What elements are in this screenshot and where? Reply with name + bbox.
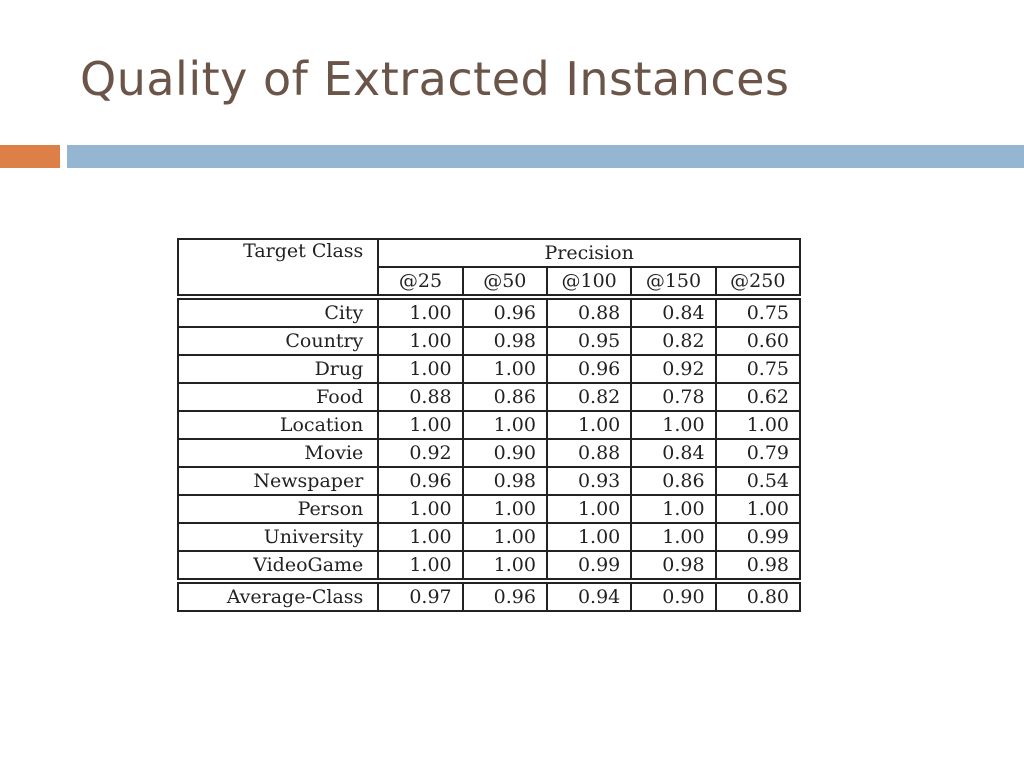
precision-cell: 0.75 — [714, 294, 802, 328]
precision-cell: 0.60 — [714, 326, 802, 356]
precision-cell: 1.00 — [630, 410, 717, 440]
precision-cell: 1.00 — [545, 522, 633, 552]
slide-title: Quality of Extracted Instances — [80, 52, 790, 106]
table-row: Location 1.00 1.00 1.00 1.00 1.00 — [176, 410, 802, 440]
accent-bar-blue — [67, 145, 1024, 168]
precision-cell: 0.95 — [545, 326, 633, 356]
precision-cell: 0.94 — [545, 578, 633, 612]
header-col: @25 — [377, 266, 464, 298]
accent-bar-orange — [0, 145, 60, 168]
precision-cell: 1.00 — [377, 550, 464, 582]
table-subheader-row: @25 @50 @100 @150 @250 — [178, 266, 802, 298]
precision-cell: 1.00 — [461, 354, 548, 384]
precision-cell: 0.78 — [630, 382, 717, 412]
precision-cell: 0.92 — [630, 354, 717, 384]
row-class-label: Person — [176, 494, 380, 524]
table-row-average: Average-Class 0.97 0.96 0.94 0.90 0.80 — [176, 578, 802, 612]
header-col: @100 — [545, 266, 633, 298]
precision-cell: 0.80 — [714, 578, 802, 612]
precision-cell: 1.00 — [545, 410, 633, 440]
precision-cell: 0.62 — [714, 382, 802, 412]
precision-cell: 1.00 — [630, 522, 717, 552]
precision-cell: 0.99 — [545, 550, 633, 582]
precision-cell: 0.79 — [714, 438, 802, 468]
precision-cell: 1.00 — [714, 494, 802, 524]
row-class-label: Country — [176, 326, 380, 356]
header-target-class: Target Class — [176, 238, 380, 298]
precision-cell: 0.96 — [545, 354, 633, 384]
precision-cell: 0.93 — [545, 466, 633, 496]
precision-cell: 0.82 — [630, 326, 717, 356]
precision-cell: 0.96 — [461, 578, 548, 612]
row-class-label: Average-Class — [176, 578, 380, 612]
row-class-label: Newspaper — [176, 466, 380, 496]
precision-cell: 0.88 — [545, 438, 633, 468]
precision-cell: 0.54 — [714, 466, 802, 496]
precision-cell: 0.75 — [714, 354, 802, 384]
precision-cell: 0.96 — [377, 466, 464, 496]
precision-cell: 0.98 — [714, 550, 802, 582]
table-row: VideoGame 1.00 1.00 0.99 0.98 0.98 — [176, 550, 802, 582]
precision-cell: 0.98 — [461, 326, 548, 356]
precision-cell: 0.86 — [630, 466, 717, 496]
precision-cell: 0.82 — [545, 382, 633, 412]
row-class-label: Movie — [176, 438, 380, 468]
header-col: @250 — [714, 266, 802, 298]
precision-cell: 0.84 — [630, 438, 717, 468]
row-class-label: Food — [176, 382, 380, 412]
table-row: Country 1.00 0.98 0.95 0.82 0.60 — [176, 326, 802, 356]
precision-cell: 1.00 — [377, 522, 464, 552]
precision-cell: 0.98 — [461, 466, 548, 496]
precision-cell: 0.88 — [545, 294, 633, 328]
precision-table: Target Class Precision @25 @50 @100 @150… — [176, 238, 802, 612]
precision-cell: 0.90 — [461, 438, 548, 468]
table-row: City 1.00 0.96 0.88 0.84 0.75 — [176, 294, 802, 328]
precision-cell: 1.00 — [461, 522, 548, 552]
precision-cell: 0.97 — [377, 578, 464, 612]
precision-cell: 0.92 — [377, 438, 464, 468]
precision-cell: 1.00 — [377, 326, 464, 356]
precision-cell: 0.86 — [461, 382, 548, 412]
table-header-row: Target Class Precision — [176, 238, 801, 298]
header-precision: Precision — [377, 238, 801, 268]
precision-cell: 1.00 — [377, 494, 464, 524]
table-row: Movie 0.92 0.90 0.88 0.84 0.79 — [176, 438, 802, 468]
header-col: @50 — [461, 266, 548, 298]
table-row: Drug 1.00 1.00 0.96 0.92 0.75 — [176, 354, 802, 384]
table-row: Food 0.88 0.86 0.82 0.78 0.62 — [176, 382, 802, 412]
precision-cell: 0.96 — [461, 294, 548, 328]
precision-cell: 1.00 — [630, 494, 717, 524]
header-col: @150 — [630, 266, 717, 298]
precision-cell: 0.84 — [630, 294, 717, 328]
row-class-label: VideoGame — [176, 550, 380, 582]
precision-cell: 0.88 — [377, 382, 464, 412]
row-class-label: University — [176, 522, 380, 552]
precision-cell: 1.00 — [461, 494, 548, 524]
precision-cell: 1.00 — [714, 410, 802, 440]
row-class-label: City — [176, 294, 380, 328]
precision-cell: 1.00 — [377, 294, 464, 328]
precision-cell: 0.90 — [630, 578, 717, 612]
table-row: Person 1.00 1.00 1.00 1.00 1.00 — [176, 494, 802, 524]
precision-cell: 1.00 — [377, 354, 464, 384]
precision-table-container: Target Class Precision @25 @50 @100 @150… — [176, 238, 802, 612]
precision-cell: 0.99 — [714, 522, 802, 552]
table-row: Newspaper 0.96 0.98 0.93 0.86 0.54 — [176, 466, 802, 496]
precision-cell: 1.00 — [461, 550, 548, 582]
precision-cell: 1.00 — [545, 494, 633, 524]
precision-cell: 0.98 — [630, 550, 717, 582]
precision-cell: 1.00 — [461, 410, 548, 440]
row-class-label: Location — [176, 410, 380, 440]
table-row: University 1.00 1.00 1.00 1.00 0.99 — [176, 522, 802, 552]
row-class-label: Drug — [176, 354, 380, 384]
precision-cell: 1.00 — [377, 410, 464, 440]
